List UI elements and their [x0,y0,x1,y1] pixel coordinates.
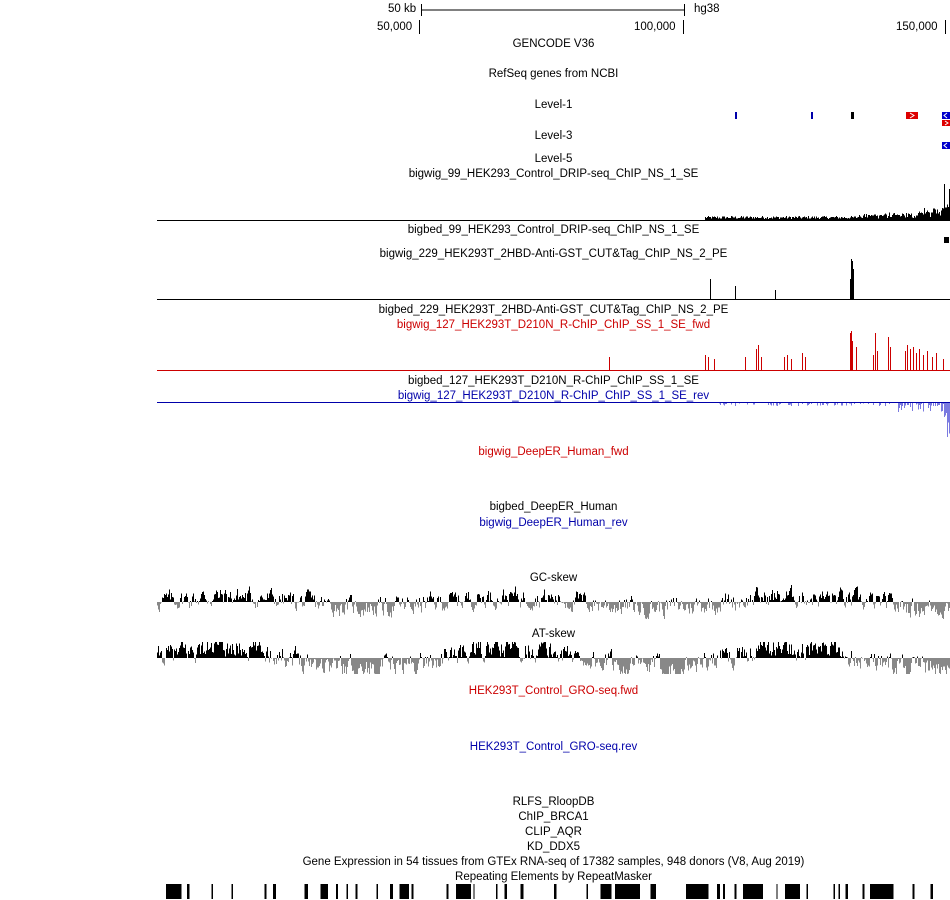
track-title-refseq[interactable]: RefSeq genes from NCBI [488,68,619,80]
track-title-bigbed-99[interactable]: bigbed_99_HEK293_Control_DRIP-seq_ChIP_N… [407,224,700,236]
signal-bars [162,658,950,674]
at-skew-signal [157,642,950,674]
level1-features [735,112,950,119]
signal-bars [157,642,923,658]
track-title-clip-aqr[interactable]: CLIP_AQR [525,826,582,838]
gc-skew-signal [157,585,950,619]
signal-bars [162,585,930,602]
repeatmasker-features-track[interactable] [157,883,950,900]
ruler-graphic [419,4,946,34]
track-title-level3[interactable]: Level-3 [534,130,573,142]
track-title-at-skew[interactable]: AT-skew [531,628,576,640]
track-title-bigwig-229[interactable]: bigwig_229_HEK293T_2HBD-Anti-GST_CUT&Tag… [379,248,728,260]
track-title-deeper-bigbed[interactable]: bigbed_DeepER_Human [489,501,618,513]
track-title-level5[interactable]: Level-5 [534,153,573,165]
level3-features-track[interactable] [157,142,950,150]
at-skew-signal-track[interactable] [157,640,950,682]
signal-bars [157,602,950,619]
track-title-bigwig-99[interactable]: bigwig_99_HEK293_Control_DRIP-seq_ChIP_N… [408,168,699,180]
track-title-bigwig-127-rev[interactable]: bigwig_127_HEK293T_D210N_R-ChIP_ChIP_SS_… [397,390,710,402]
track-title-gtex[interactable]: Gene Expression in 54 tissues from GTEx … [302,856,805,868]
track-title-gro-rev[interactable]: HEK293T_Control_GRO-seq.rev [469,741,638,753]
level3-features [942,142,950,149]
level1-features-track-row2[interactable] [157,120,950,127]
signal-bars [710,259,854,299]
bigwig-127-rev-signal-track[interactable] [157,401,950,445]
track-title-gc-skew[interactable]: GC-skew [529,572,578,584]
signal-bars [705,184,950,220]
repeatmasker-features [166,884,934,899]
bigwig-127-fwd-signal-track[interactable] [157,327,950,372]
ruler-assembly-label: hg38 [694,3,720,15]
ruler-tick-label: 150,000 [896,21,938,33]
bigbed-99-features [944,237,949,243]
track-title-bigwig-127-fwd[interactable]: bigwig_127_HEK293T_D210N_R-ChIP_ChIP_SS_… [396,319,711,331]
signal-bars [719,402,950,438]
track-title-bigbed-127[interactable]: bigbed_127_HEK293T_D210N_R-ChIP_ChIP_SS_… [408,375,699,387]
signal-bars [609,331,944,371]
track-title-bigbed-229[interactable]: bigbed_229_HEK293T_2HBD-Anti-GST_CUT&Tag… [378,304,729,316]
ruler-tick-label: 50,000 [377,21,413,33]
bigwig-127-rev-signal [157,402,950,438]
track-title-repeatmasker[interactable]: Repeating Elements by RepeatMasker [455,871,652,883]
track-title-gro-fwd[interactable]: HEK293T_Control_GRO-seq.fwd [468,685,639,697]
bigwig-229-signal [157,259,950,300]
bigwig-99-signal-track[interactable] [157,178,950,221]
signal-bars [166,884,934,899]
bigwig-127-fwd-signal [157,331,950,371]
track-title-rlfs[interactable]: RLFS_RloopDB [512,796,595,808]
bigbed-99-features-track[interactable] [157,236,950,244]
bigwig-229-signal-track[interactable] [157,259,950,300]
bigwig-99-signal [157,184,950,221]
ruler-scale-label: 50 kb [388,3,417,15]
track-title-kd-ddx5[interactable]: KD_DDX5 [526,841,581,853]
track-title-deeper-rev[interactable]: bigwig_DeepER_Human_rev [479,517,628,529]
level1-features-track[interactable] [157,111,950,121]
track-title-gencode[interactable]: GENCODE V36 [512,38,595,50]
track-title-level1[interactable]: Level-1 [534,99,573,111]
gc-skew-signal-track[interactable] [157,583,950,627]
track-title-chip-brca1[interactable]: ChIP_BRCA1 [518,811,589,823]
level1-features-row2 [942,120,950,126]
ruler-tick-label: 100,000 [634,21,676,33]
track-title-deeper-fwd[interactable]: bigwig_DeepER_Human_fwd [478,446,629,458]
